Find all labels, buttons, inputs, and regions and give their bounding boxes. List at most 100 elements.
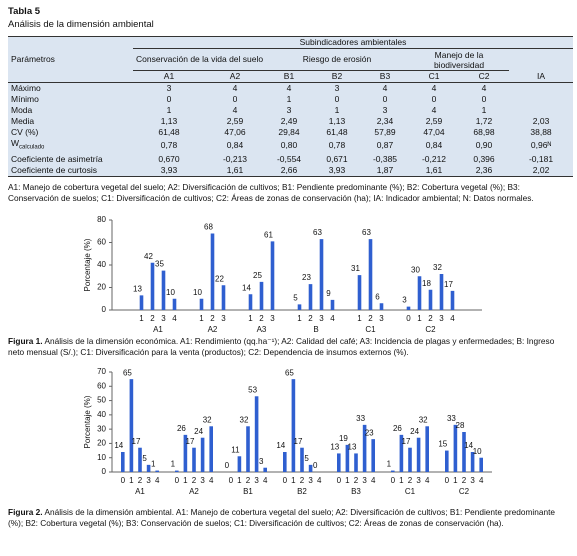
bar	[337, 453, 341, 472]
group-label: C1	[365, 325, 376, 334]
table-cell: 4	[232, 83, 238, 93]
table-cell	[509, 83, 573, 95]
x-tick-label: 4	[330, 314, 335, 323]
row-label: Wcalculado	[8, 138, 133, 154]
table-cell: 4	[431, 105, 437, 115]
bar	[319, 239, 324, 310]
bar	[399, 434, 404, 472]
table-cell: -0,212	[421, 153, 447, 164]
table-cell: 1,61	[425, 164, 443, 175]
x-tick-label: 4	[209, 476, 214, 485]
value-label: 23	[365, 428, 374, 437]
row-label: Moda	[8, 105, 133, 116]
caption-text: Análisis de la dimensión económica. A1: …	[8, 336, 555, 357]
value-label: 14	[114, 441, 123, 450]
value-label: 5	[304, 454, 309, 463]
table-row: Coeficiente de curtosis 3,93 1,61 2,66 3,93 1…	[8, 165, 573, 177]
value-label: 33	[447, 414, 456, 423]
table-cell: 1,61	[226, 164, 244, 175]
y-tick-label: 0	[102, 467, 107, 476]
row-label: Media	[8, 116, 133, 127]
header-cell	[509, 49, 573, 71]
table-cell: 38,88	[530, 127, 552, 137]
value-label: 32	[203, 415, 212, 424]
value-label: 22	[215, 274, 224, 283]
value-label: 5	[142, 454, 147, 463]
table-cell: 3,93	[160, 164, 178, 175]
row-label-text: Máximo	[11, 83, 41, 93]
x-tick-label: 3	[379, 314, 384, 323]
table-cell: 1,13	[328, 116, 346, 126]
x-tick-label: 0	[283, 476, 288, 485]
value-label: 13	[330, 443, 339, 452]
table-cell: 68,98	[473, 127, 495, 137]
group-label: A2	[208, 325, 218, 334]
table-cell: 4	[431, 83, 437, 93]
bar	[246, 426, 250, 472]
row-label: Máximo	[8, 83, 133, 95]
x-tick-label: 3	[470, 476, 475, 485]
header-cell: Riesgo de erosión	[265, 48, 409, 71]
bar	[462, 432, 466, 472]
figure-caption: Figura 2. Análisis de la dimensión ambie…	[8, 507, 570, 529]
column-header: B2	[313, 70, 361, 83]
bar	[210, 233, 215, 310]
bar	[209, 426, 213, 472]
table-cell: 0,96ᴺ	[530, 140, 552, 151]
table-cell: 3	[286, 105, 292, 115]
bar	[300, 447, 304, 472]
x-tick-label: 4	[450, 314, 455, 323]
table-cell: 4	[232, 105, 238, 115]
table-row: CV (%) 61,48 47,06 29,84 61,48 57,89 47,04 68,9…	[8, 127, 573, 138]
bar	[291, 379, 296, 472]
x-tick-label: 2	[192, 476, 197, 485]
bar	[183, 434, 188, 472]
table-cell: 1	[286, 94, 292, 104]
value-label: 19	[339, 434, 348, 443]
value-label: 65	[123, 368, 132, 377]
table: Parámetros Subindicadores ambientales Co…	[8, 36, 574, 177]
row-label-text: CV (%)	[11, 127, 39, 137]
table-cell: 57,89	[374, 127, 396, 137]
table-cell: 0,84	[226, 140, 244, 151]
y-tick-label: 40	[97, 260, 106, 269]
x-tick-label: 2	[138, 476, 143, 485]
group-label: B1	[243, 487, 253, 496]
value-label: 68	[204, 223, 213, 232]
bar	[470, 452, 475, 472]
row-label: CV (%)	[8, 127, 133, 138]
x-tick-label: 3	[308, 476, 313, 485]
bar	[172, 298, 177, 310]
table-cell: 4	[382, 83, 388, 93]
bar	[308, 284, 313, 310]
bar	[129, 379, 134, 472]
table-title: Tabla 5	[8, 6, 41, 17]
x-tick-label: 0	[391, 476, 396, 485]
caption-text: Análisis de la dimensión ambiental. A1: …	[8, 507, 555, 528]
table-row: Media 1,13 2,59 2,49 1,13 2,34 2,59 1,72 2,03	[8, 116, 573, 127]
table-cell: 0	[382, 94, 388, 104]
column-header: C1	[409, 70, 459, 83]
bar	[453, 424, 458, 472]
bar	[263, 467, 267, 472]
y-tick-label: 60	[97, 238, 106, 247]
table-cell: 2,49	[280, 116, 298, 126]
table-cell: 0	[481, 94, 487, 104]
table-cell: 3,93	[328, 164, 346, 175]
bar	[417, 276, 422, 310]
bar	[297, 304, 302, 310]
column-header: B3	[361, 70, 409, 83]
value-label: 9	[326, 289, 331, 298]
row-label-text: Media	[11, 116, 35, 126]
x-tick-label: 1	[139, 314, 144, 323]
value-label: 26	[393, 424, 402, 433]
table-cell: 2,36	[475, 164, 493, 175]
bar	[425, 426, 429, 472]
value-label: 53	[248, 385, 257, 394]
bar	[259, 281, 264, 310]
x-tick-label: 3	[319, 314, 324, 323]
x-tick-label: 1	[248, 314, 253, 323]
value-label: 24	[410, 427, 419, 436]
value-label: 15	[438, 440, 447, 449]
